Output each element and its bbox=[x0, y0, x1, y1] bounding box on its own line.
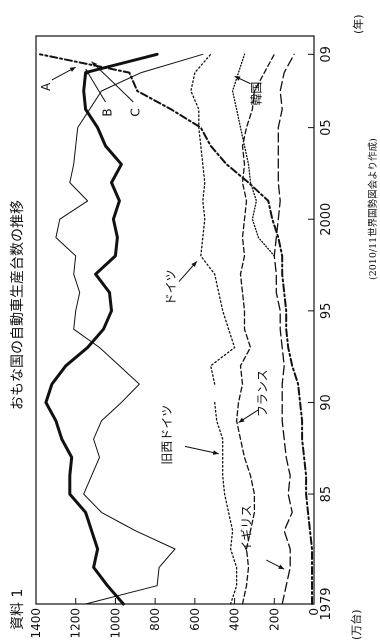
series-line bbox=[190, 53, 236, 385]
annotation-arrowhead bbox=[278, 564, 285, 570]
y-axis-unit: (万台) bbox=[349, 609, 363, 640]
series-line bbox=[273, 53, 295, 605]
axis-ticks: 1979 85 90 95 2000 05 09 0 200 400 600 800 1000 1200 1… bbox=[29, 46, 334, 638]
y-tick-label: 1000 bbox=[108, 608, 122, 639]
y-tick-label: 1400 bbox=[29, 608, 43, 639]
y-tick-label: 200 bbox=[267, 608, 281, 631]
annotation-arrowhead bbox=[234, 76, 241, 81]
plot-frame bbox=[35, 35, 315, 605]
series-label-germany: ドイツ bbox=[164, 269, 178, 305]
series-label-france: フランス bbox=[255, 369, 269, 417]
y-tick-label: 0 bbox=[307, 608, 321, 616]
series-label-korea: 韓国 bbox=[249, 82, 263, 106]
annotation-arrowhead bbox=[85, 68, 91, 75]
series-group bbox=[39, 52, 313, 606]
annotation-arrowhead bbox=[91, 61, 98, 68]
callout-c: C bbox=[128, 108, 142, 116]
series-line bbox=[214, 401, 238, 605]
series-line bbox=[55, 53, 204, 605]
y-tick-label: 800 bbox=[148, 608, 162, 631]
series-line bbox=[235, 53, 275, 605]
annotation-arrowhead bbox=[69, 67, 76, 72]
annotation-arrowhead bbox=[212, 450, 219, 455]
series-label-west-germany: 旧西ドイツ bbox=[160, 405, 174, 465]
callout-b: B bbox=[100, 108, 114, 116]
series-label-uk: イギリス bbox=[239, 505, 253, 553]
x-tick-label: 85 bbox=[319, 486, 334, 503]
x-axis-unit: (年) bbox=[351, 14, 365, 34]
annotation-leader bbox=[184, 445, 219, 455]
x-tick-label: 90 bbox=[319, 394, 334, 411]
chart-title: おもな国の自動車生産台数の推移 bbox=[9, 200, 26, 410]
annotation-arrowhead bbox=[191, 261, 197, 268]
y-tick-label: 400 bbox=[228, 608, 242, 631]
x-tick-label: 2000 bbox=[319, 203, 334, 236]
x-tick-label: 05 bbox=[319, 119, 334, 136]
callout-a: A bbox=[39, 82, 53, 91]
series-line bbox=[231, 53, 275, 257]
annotation-leader bbox=[85, 68, 106, 103]
x-tick-label: 95 bbox=[319, 303, 334, 320]
chart-label: 資料 1 bbox=[10, 589, 26, 630]
y-tick-label: 600 bbox=[188, 608, 202, 631]
series-line bbox=[44, 52, 159, 606]
x-tick-label: 09 bbox=[319, 46, 334, 63]
series-line bbox=[39, 53, 313, 605]
y-tick-label: 1200 bbox=[69, 608, 83, 639]
annotation-arrowhead bbox=[238, 417, 245, 423]
source-note: (2010/11世界国勢図会より作成) bbox=[367, 138, 379, 280]
annotation-leader bbox=[91, 61, 134, 103]
x-tick-label: 1979 bbox=[319, 587, 334, 620]
